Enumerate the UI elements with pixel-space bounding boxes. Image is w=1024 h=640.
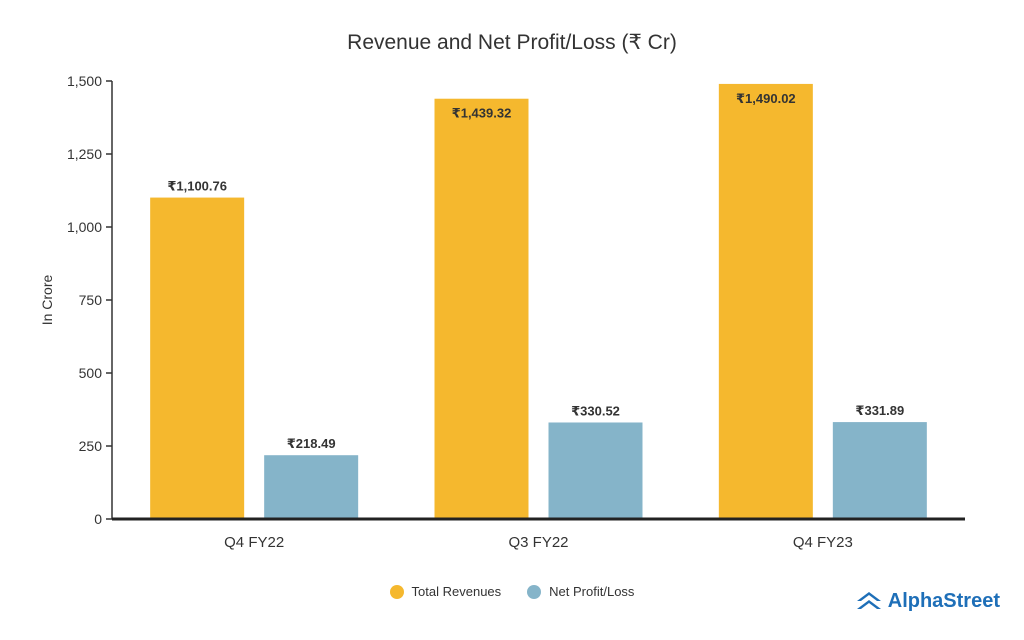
y-tick-label: 250 [79, 438, 103, 454]
bar-total-revenues [150, 197, 245, 520]
alphastreet-logo: AlphaStreet [856, 590, 1000, 613]
legend: Total Revenues Net Profit/Loss [0, 584, 1024, 599]
bar-total-revenues [718, 83, 813, 520]
legend-label-total-revenues: Total Revenues [411, 584, 502, 599]
bar-total-revenues [434, 98, 529, 519]
y-tick-label: 1,250 [67, 146, 102, 162]
legend-swatch-total-revenues [389, 584, 404, 599]
legend-item-total-revenues: Total Revenues [389, 584, 502, 599]
y-axis-label: In Crore [39, 275, 55, 326]
y-tick-label: 1,500 [67, 73, 102, 89]
data-label: ₹330.52 [571, 403, 620, 418]
data-label: ₹1,490.02 [736, 91, 796, 106]
alphastreet-logo-text: AlphaStreet [887, 590, 1000, 612]
data-label: ₹218.49 [287, 436, 336, 451]
x-category-label: Q4 FY23 [793, 534, 853, 551]
bar-net-profit [832, 422, 927, 519]
legend-item-net-profit: Net Profit/Loss [527, 584, 634, 599]
alphastreet-logo-icon [856, 591, 881, 609]
y-tick-label: 750 [79, 292, 103, 308]
chart-title: Revenue and Net Profit/Loss (₹ Cr) [347, 31, 677, 54]
y-tick-label: 1,000 [67, 219, 102, 235]
x-category-label: Q4 FY22 [224, 534, 284, 551]
y-tick-label: 0 [94, 511, 102, 527]
bar-net-profit [264, 455, 359, 519]
legend-label-net-profit: Net Profit/Loss [549, 584, 635, 599]
data-label: ₹331.89 [855, 403, 904, 418]
x-category-label: Q3 FY22 [508, 534, 568, 551]
data-label: ₹1,439.32 [452, 106, 512, 121]
y-tick-label: 500 [79, 365, 103, 381]
bar-net-profit [548, 422, 643, 519]
legend-swatch-net-profit [527, 584, 542, 599]
data-label: ₹1,100.76 [167, 179, 227, 194]
